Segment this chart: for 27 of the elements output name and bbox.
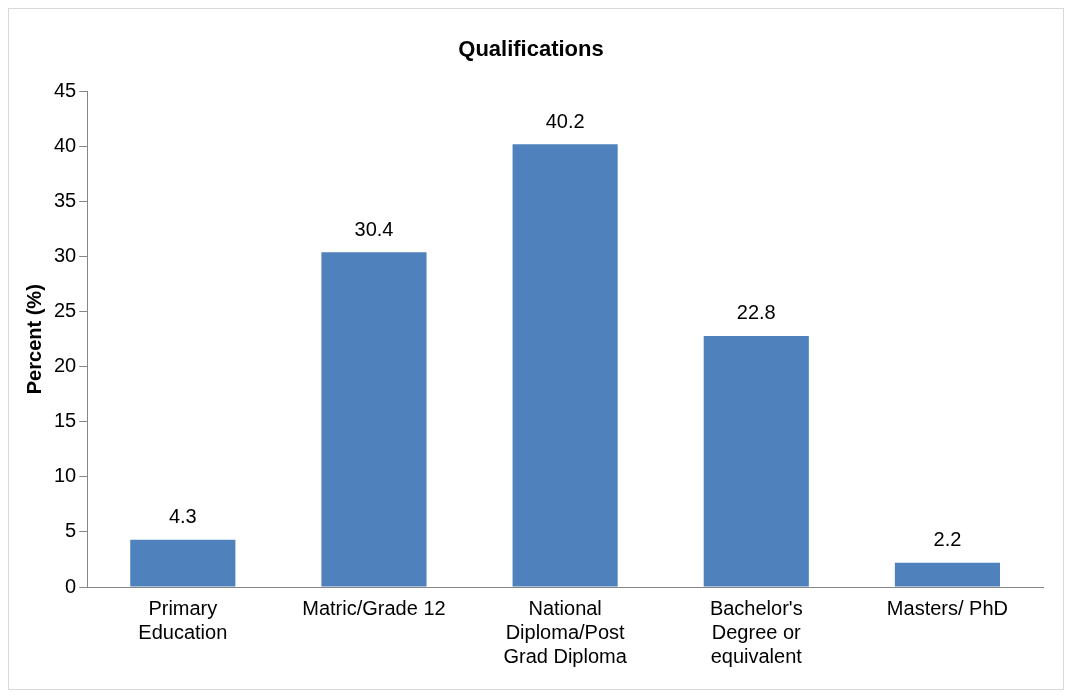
y-tick-label: 0 [65, 574, 77, 597]
y-tick-label: 5 [65, 519, 77, 542]
x-tick-label: National Diploma/Post Grad Diploma [503, 596, 628, 667]
y-tick-label: 35 [54, 189, 77, 212]
y-axis-title: Percent (%) [22, 284, 45, 395]
chart-title: Qualifications [458, 36, 604, 62]
data-label: 40.2 [545, 109, 585, 132]
bar [703, 335, 809, 587]
y-tick-label: 10 [54, 464, 77, 487]
bar [321, 252, 427, 587]
y-tick-label: 25 [54, 299, 77, 322]
y-tick-label: 20 [54, 354, 77, 377]
data-label: 4.3 [168, 505, 197, 528]
bar [894, 562, 1000, 587]
y-tick-label: 15 [54, 409, 77, 432]
x-tick-label: Bachelor's Degree or equivalent [709, 596, 803, 667]
x-tick-label: Matric/Grade 12 [302, 596, 446, 619]
data-label: 30.4 [354, 217, 394, 240]
bar [512, 144, 618, 587]
y-tick-label: 30 [54, 244, 77, 267]
x-tick-label: Primary Education [138, 596, 228, 643]
y-tick-label: 40 [54, 133, 77, 156]
data-label: 2.2 [933, 528, 962, 551]
data-label: 22.8 [736, 301, 776, 324]
y-tick-label: 45 [54, 78, 77, 101]
x-tick-label: Masters/ PhD [886, 596, 1008, 619]
bar [130, 539, 236, 587]
